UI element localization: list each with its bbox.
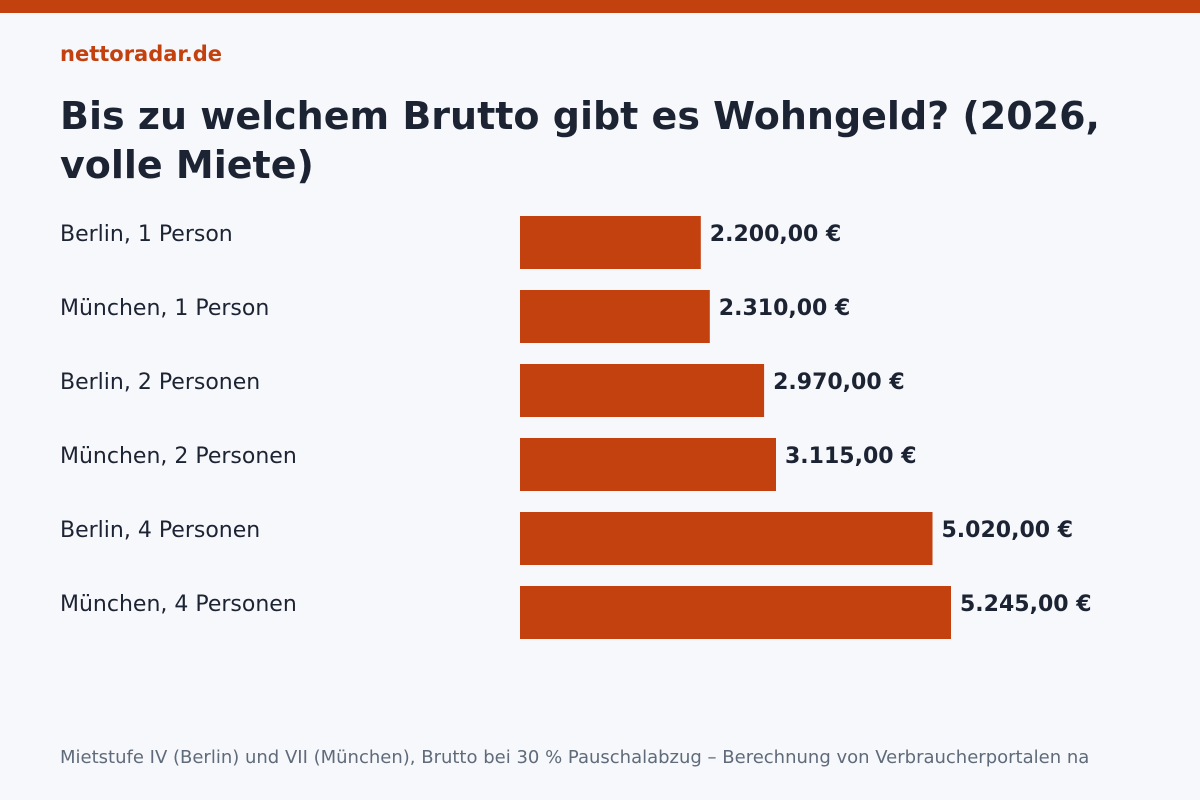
top-accent-bar bbox=[0, 0, 1200, 13]
value-label: 3.115,00 € bbox=[785, 444, 917, 469]
bar bbox=[520, 216, 701, 269]
chart-title: Bis zu welchem Brutto gibt es Wohngeld? … bbox=[60, 94, 1100, 187]
brand-name: nettoradar.de bbox=[60, 42, 223, 66]
footnote: Mietstufe IV (Berlin) und VII (München),… bbox=[60, 747, 1090, 768]
bar bbox=[520, 438, 776, 491]
bar bbox=[520, 586, 951, 639]
category-label: München, 4 Personen bbox=[60, 592, 297, 617]
value-label: 2.970,00 € bbox=[773, 370, 905, 395]
category-label: Berlin, 4 Personen bbox=[60, 518, 260, 543]
bar bbox=[520, 290, 710, 343]
category-label: München, 1 Person bbox=[60, 296, 269, 321]
value-label: 5.245,00 € bbox=[960, 592, 1092, 617]
value-label: 2.310,00 € bbox=[719, 296, 851, 321]
bar bbox=[520, 512, 933, 565]
category-label: München, 2 Personen bbox=[60, 444, 297, 469]
value-label: 5.020,00 € bbox=[942, 518, 1074, 543]
category-label: Berlin, 1 Person bbox=[60, 222, 233, 247]
bar bbox=[520, 364, 765, 417]
value-label: 2.200,00 € bbox=[710, 222, 842, 247]
category-label: Berlin, 2 Personen bbox=[60, 370, 260, 395]
